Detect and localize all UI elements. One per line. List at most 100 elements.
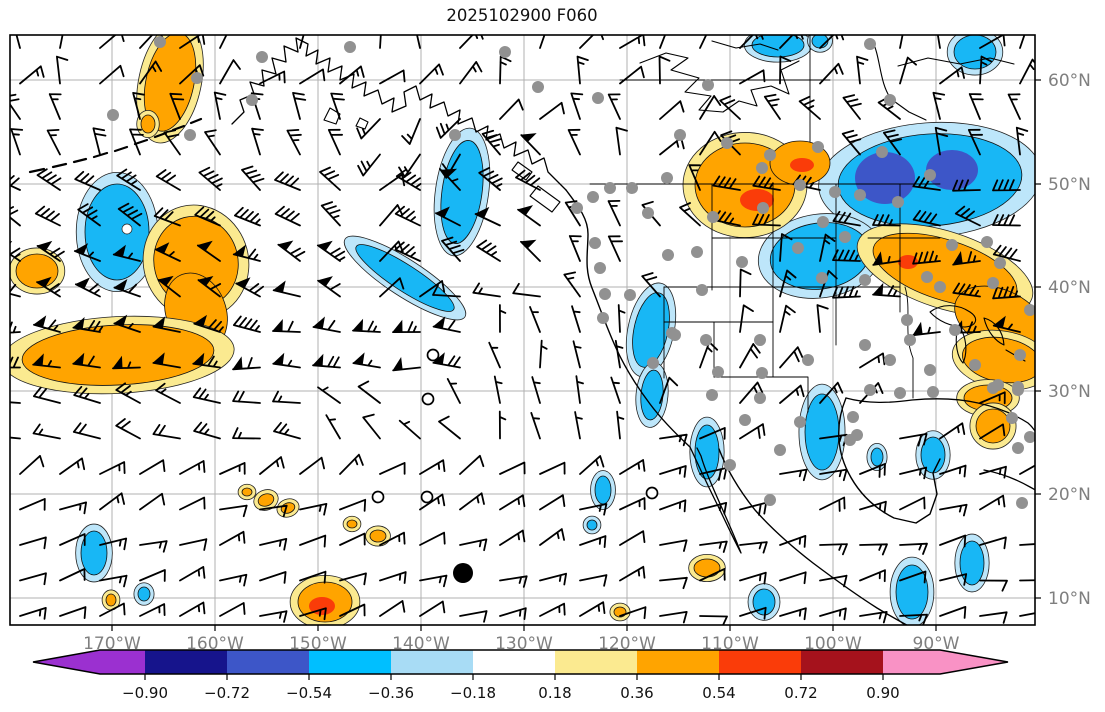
barb-staff <box>779 304 796 333</box>
wind-barb <box>235 277 264 298</box>
barb-staff <box>77 203 101 227</box>
lon-tick-label: 140°W <box>392 634 450 654</box>
wind-barb <box>1019 612 1035 617</box>
wind-barb <box>234 206 261 227</box>
wind-barb <box>272 352 301 369</box>
wind-barb <box>139 540 168 553</box>
wind-barb <box>616 410 625 440</box>
barb-staff <box>939 464 967 478</box>
wind-barb <box>499 55 512 85</box>
barb-staff <box>699 427 726 440</box>
wind-barb <box>872 251 901 266</box>
station-dots <box>107 36 1035 583</box>
barb-staff <box>1019 58 1035 85</box>
barb-staff <box>274 171 301 191</box>
coastline-path <box>904 286 914 399</box>
barb-flag <box>872 282 884 296</box>
colorbar-tick-label: 0.54 <box>702 684 735 702</box>
station-dot <box>839 231 851 243</box>
station-dot <box>706 389 718 401</box>
barb-staff <box>432 319 461 333</box>
station-dot <box>604 182 616 194</box>
wind-barb <box>339 532 366 546</box>
wind-barb <box>251 127 264 156</box>
wind-barb <box>459 454 485 475</box>
wind-barb <box>498 410 507 440</box>
barb-staff <box>816 304 829 333</box>
barb-staff <box>179 601 206 617</box>
wind-barb <box>499 529 526 546</box>
barb-staff <box>115 382 141 404</box>
barb-staff <box>352 320 381 333</box>
wind-barb <box>379 462 406 475</box>
wind-barb <box>1007 93 1021 120</box>
station-dot <box>1012 442 1024 454</box>
wind-barb <box>259 538 288 551</box>
station-dot <box>981 236 993 248</box>
barb-staff <box>952 251 981 266</box>
barb-staff <box>619 565 646 582</box>
wind-barb <box>520 133 541 156</box>
barb-staff <box>379 531 406 546</box>
wind-barb <box>579 35 604 49</box>
wind-barb <box>679 202 701 227</box>
barb-staff <box>459 61 483 85</box>
barb-staff <box>579 35 604 49</box>
wind-barb <box>19 536 47 550</box>
station-dot <box>1014 349 1026 361</box>
barb-staff <box>568 235 582 262</box>
barb-staff <box>219 35 228 49</box>
barb-staff <box>10 321 21 334</box>
coastline-path <box>983 469 1035 491</box>
contour-fill <box>80 530 108 576</box>
wind-barb <box>739 268 752 298</box>
wind-barb <box>273 421 301 440</box>
wind-barb <box>459 35 484 49</box>
wind-barb <box>515 169 541 191</box>
wind-barb <box>899 496 926 511</box>
wind-barb <box>19 607 47 620</box>
barb-staff <box>73 385 101 404</box>
barb-staff <box>286 129 302 156</box>
barb-staff <box>779 346 804 369</box>
barb-staff <box>819 381 844 404</box>
station-dot <box>624 289 636 301</box>
wind-barb <box>194 206 221 227</box>
barb-staff <box>877 96 901 120</box>
barb-staff <box>10 436 21 440</box>
barb-staff <box>739 343 761 369</box>
wind-barb <box>36 168 62 191</box>
wind-barb <box>327 128 343 156</box>
wind-barb <box>952 251 981 266</box>
wind-barb <box>459 538 488 552</box>
barb-staff <box>939 503 968 517</box>
barb-staff <box>440 169 461 191</box>
barb-staff <box>488 341 501 369</box>
wind-barb <box>317 386 341 404</box>
wind-barb <box>579 535 607 548</box>
barb-staff <box>572 340 582 369</box>
wind-barb <box>939 422 966 440</box>
wind-barb <box>992 244 1021 262</box>
barb-staff <box>659 611 688 624</box>
wind-barb <box>739 69 766 85</box>
wind-barb <box>219 462 246 475</box>
barb-staff <box>499 575 528 588</box>
coastline-path <box>897 57 1015 67</box>
contour-fill <box>594 475 612 505</box>
barb-staff <box>474 213 501 227</box>
station-dot <box>191 72 203 84</box>
barb-staff <box>339 498 367 512</box>
wind-barb <box>493 375 503 404</box>
barb-staff <box>72 422 101 440</box>
barb-staff <box>204 129 221 156</box>
wind-barb <box>539 572 567 586</box>
wind-barb <box>563 271 581 298</box>
barb-staff <box>679 202 701 227</box>
barb-staff <box>529 306 541 333</box>
barb-staff <box>499 55 512 85</box>
station-dot <box>987 277 999 289</box>
barb-staff <box>251 127 264 156</box>
barb-staff <box>499 304 507 333</box>
barb-staff <box>520 134 541 156</box>
